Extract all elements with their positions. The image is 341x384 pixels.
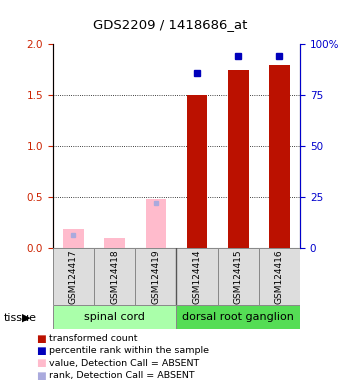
Bar [269, 65, 290, 248]
Bar [146, 199, 166, 248]
Text: GSM124415: GSM124415 [234, 250, 243, 304]
Text: percentile rank within the sample: percentile rank within the sample [49, 346, 209, 356]
Text: GSM124416: GSM124416 [275, 250, 284, 304]
Bar [53, 305, 177, 329]
Text: transformed count: transformed count [49, 334, 138, 343]
Text: ▶: ▶ [22, 313, 31, 323]
Text: rank, Detection Call = ABSENT: rank, Detection Call = ABSENT [49, 371, 195, 380]
Text: ■: ■ [36, 334, 46, 344]
Bar [53, 248, 94, 305]
Bar [187, 95, 207, 248]
Text: GSM124417: GSM124417 [69, 250, 78, 304]
Bar [177, 248, 218, 305]
Bar [228, 70, 249, 248]
Text: ■: ■ [36, 371, 46, 381]
Text: value, Detection Call = ABSENT: value, Detection Call = ABSENT [49, 359, 200, 368]
Text: ■: ■ [36, 358, 46, 368]
Bar [177, 305, 300, 329]
Bar [135, 248, 177, 305]
Bar [94, 248, 135, 305]
Text: ■: ■ [36, 346, 46, 356]
Bar [63, 229, 84, 248]
Bar [259, 248, 300, 305]
Text: spinal cord: spinal cord [84, 312, 145, 323]
Text: GSM124418: GSM124418 [110, 250, 119, 304]
Text: GDS2209 / 1418686_at: GDS2209 / 1418686_at [93, 18, 248, 31]
Bar [104, 237, 125, 248]
Text: dorsal root ganglion: dorsal root ganglion [182, 312, 294, 323]
Text: tissue: tissue [3, 313, 36, 323]
Bar [218, 248, 259, 305]
Text: GSM124419: GSM124419 [151, 250, 160, 304]
Text: GSM124414: GSM124414 [193, 250, 202, 304]
